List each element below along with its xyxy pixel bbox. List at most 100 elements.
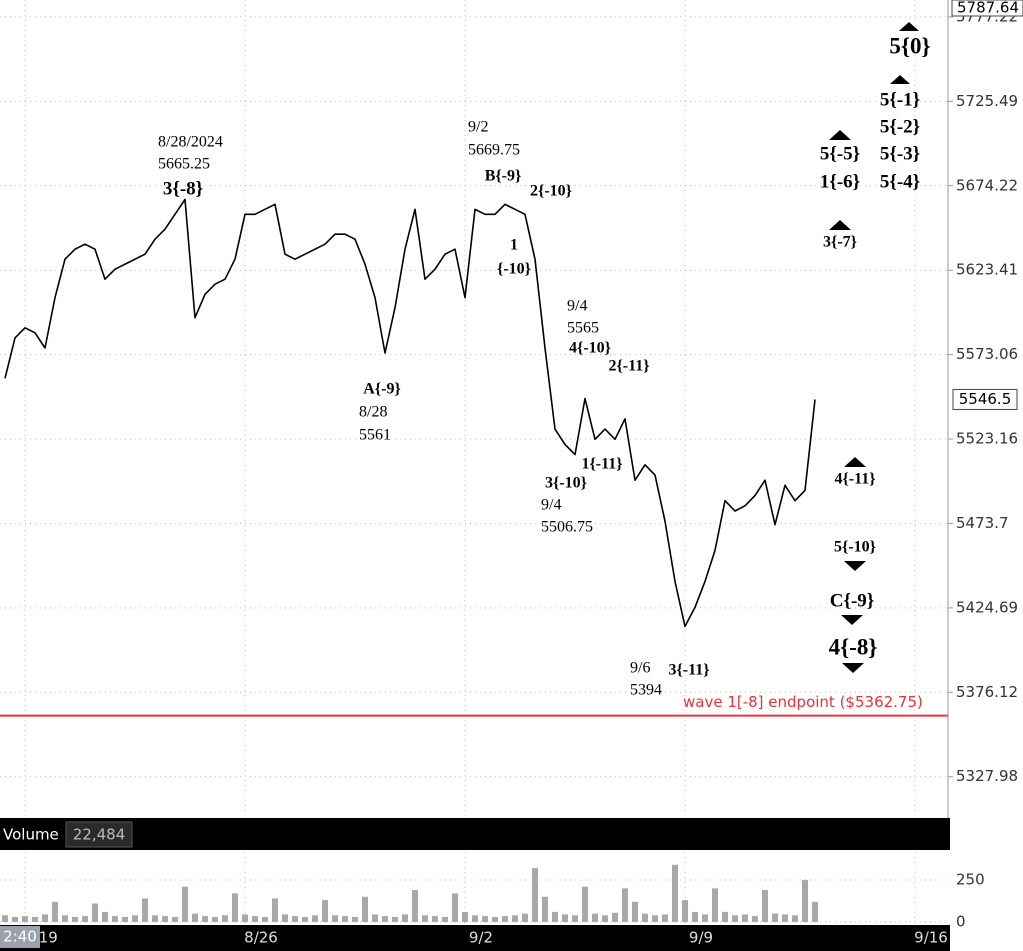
volume-bar xyxy=(542,896,548,922)
volume-bar xyxy=(562,914,568,922)
volume-bar xyxy=(502,916,508,922)
volume-bar xyxy=(592,913,598,922)
annotation: 4{-11} xyxy=(834,471,875,488)
volume-bar xyxy=(612,912,618,922)
volume-bar xyxy=(432,916,438,922)
volume-panel: 0 250 xyxy=(0,852,985,931)
volume-bar xyxy=(692,911,698,922)
volume-bar xyxy=(92,903,98,922)
volume-bar xyxy=(32,916,38,922)
annotation: 5394 xyxy=(630,682,662,699)
volume-bar xyxy=(632,901,638,922)
annotation: 4{-8} xyxy=(829,634,878,659)
y-tick-label: 5623.41 xyxy=(956,261,1018,279)
volume-bar xyxy=(82,916,88,922)
annotation: 3{-11} xyxy=(668,662,709,679)
volume-bar xyxy=(472,915,478,922)
volume-bar xyxy=(162,916,168,922)
volume-tick-label: 250 xyxy=(956,870,985,888)
volume-bar xyxy=(342,916,348,922)
level-label: wave 1[-8] endpoint ($5362.75) xyxy=(683,693,923,711)
volume-bar xyxy=(442,916,448,922)
volume-bar xyxy=(732,915,738,922)
annotation: 5665.25 xyxy=(158,156,210,173)
volume-bar xyxy=(42,914,48,922)
arrows xyxy=(829,22,919,673)
annotation: 5{-10} xyxy=(834,539,876,556)
y-tick-label: 5573.06 xyxy=(956,345,1018,363)
x-tick-label: 9/9 xyxy=(689,929,713,947)
volume-bar xyxy=(252,916,258,922)
clock-box xyxy=(0,926,40,948)
y-tick-label: 5473.7 xyxy=(956,514,1009,532)
up-arrow xyxy=(829,220,851,230)
volume-bar xyxy=(802,879,808,922)
annotation: 1 xyxy=(510,237,518,254)
annotation: 4{-10} xyxy=(569,340,611,357)
annotation: 8/28 xyxy=(359,404,387,421)
volume-bar xyxy=(662,914,668,922)
volume-bar xyxy=(322,900,328,922)
grid xyxy=(0,0,948,815)
volume-bar xyxy=(712,888,718,922)
volume-bar xyxy=(172,916,178,922)
volume-bar xyxy=(462,911,468,922)
up-arrow xyxy=(899,22,919,31)
volume-bar xyxy=(132,915,138,922)
volume-bar xyxy=(72,916,78,922)
volume-bar xyxy=(62,915,68,922)
annotation: 5{0} xyxy=(889,33,930,58)
volume-bar xyxy=(202,916,208,922)
volume-bar xyxy=(652,915,658,922)
volume-bar xyxy=(142,898,148,922)
y-tick-label: 5523.16 xyxy=(956,430,1018,448)
y-axis: 5327.98 5376.12 5424.69 5473.7 5523.16 5573.0… xyxy=(948,0,1023,785)
x-axis: 8/19 8/26 9/2 9/9 9/16 xyxy=(24,929,948,947)
volume-bar xyxy=(812,901,818,922)
down-arrow xyxy=(842,663,864,673)
y-tick-label: 5725.49 xyxy=(956,92,1018,110)
volume-bar xyxy=(192,913,198,922)
x-tick-label: 8/26 xyxy=(244,929,278,947)
volume-bar xyxy=(752,916,758,922)
annotation: 5{-4} xyxy=(880,171,920,192)
volume-value: 22,484 xyxy=(73,826,126,844)
x-tick-label: 9/16 xyxy=(914,929,948,947)
volume-bar xyxy=(522,913,528,922)
x-tick-label: 9/2 xyxy=(469,929,493,947)
annotation: 3{-7} xyxy=(823,234,857,251)
volume-bar xyxy=(112,916,118,922)
annotation: 2{-11} xyxy=(608,358,649,375)
annotation: 5669.75 xyxy=(468,142,520,159)
annotation: 9/4 xyxy=(567,298,587,315)
volume-bar xyxy=(412,890,418,922)
y-tick-label: 5327.98 xyxy=(956,767,1018,785)
volume-bar xyxy=(2,915,8,922)
volume-bar xyxy=(52,901,58,922)
last-price: 5546.5 xyxy=(959,390,1012,408)
volume-bar xyxy=(222,915,228,922)
volume-bar xyxy=(122,916,128,922)
annotation: {-10} xyxy=(497,261,531,278)
volume-bar xyxy=(642,913,648,922)
volume-bar xyxy=(742,914,748,922)
high-label: 5787.64 xyxy=(957,0,1019,17)
volume-bar xyxy=(772,913,778,922)
volume-bar xyxy=(792,915,798,922)
annotation: 1{-11} xyxy=(581,456,622,473)
annotation: 9/6 xyxy=(630,660,650,677)
annotation: 5{-3} xyxy=(880,143,920,164)
volume-bar xyxy=(282,914,288,922)
plot: wave 1[-8] endpoint ($5362.75) xyxy=(0,198,948,717)
up-arrow xyxy=(844,457,866,467)
volume-bar xyxy=(782,914,788,922)
clock: 2:40 xyxy=(3,928,37,946)
volume-bar xyxy=(152,915,158,922)
x-axis-band xyxy=(0,925,950,951)
up-arrow xyxy=(829,130,851,140)
annotation: 1{-6} xyxy=(820,171,860,192)
volume-bar xyxy=(352,916,358,922)
y-tick-label: 5376.12 xyxy=(956,683,1018,701)
